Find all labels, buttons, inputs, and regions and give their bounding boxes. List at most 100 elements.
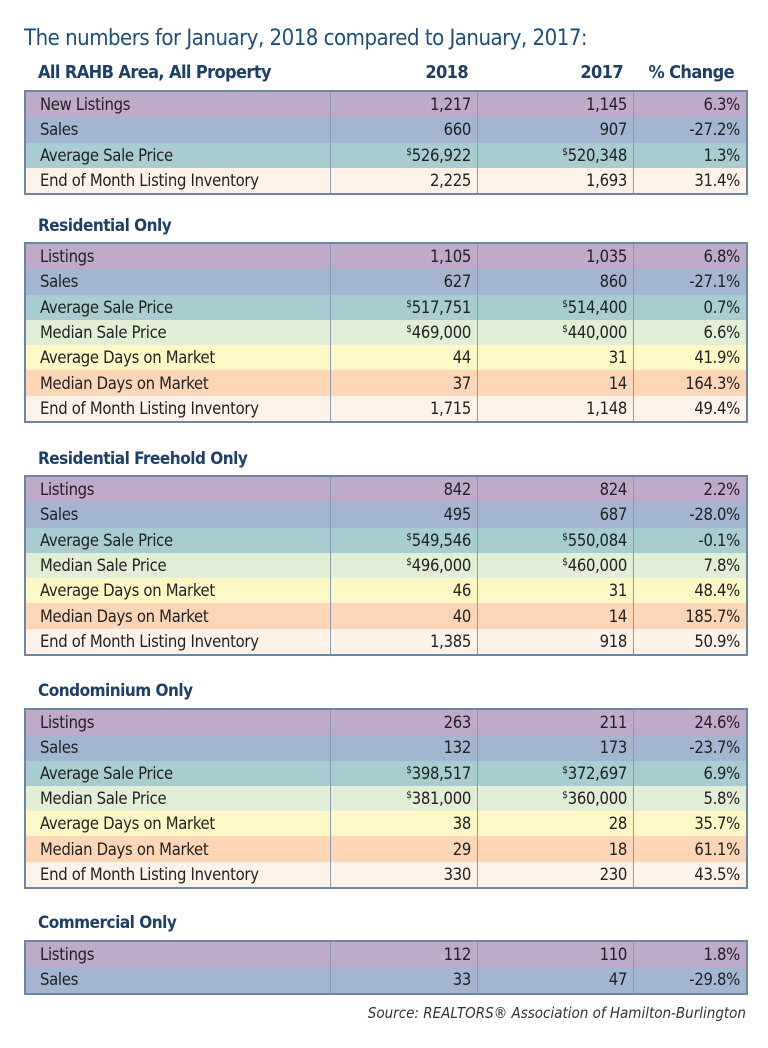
- cell-text: Average Days on Market: [40, 348, 215, 368]
- cell-text: Average Sale Price: [40, 297, 173, 317]
- percent-change: 35.7%: [633, 811, 747, 837]
- value-2017: 687: [477, 502, 634, 528]
- metric-label: Median Days on Market: [25, 370, 331, 395]
- cell-text: 1,035: [586, 247, 627, 267]
- cell-text: -27.1%: [689, 272, 740, 292]
- cell-text: 6.8%: [703, 247, 740, 267]
- value-2018: 842: [330, 476, 478, 503]
- currency-symbol: $: [406, 531, 412, 543]
- metric-label: Median Sale Price: [25, 786, 331, 811]
- cell-text: 31.4%: [694, 171, 740, 191]
- value-2017: 1,148: [477, 395, 634, 423]
- percent-change: -27.2%: [633, 117, 747, 143]
- value-2018: $469,000: [330, 319, 478, 346]
- metric-label: Median Days on Market: [25, 836, 331, 861]
- cell-text: 460,000: [567, 556, 628, 576]
- value-2018: 330: [330, 861, 478, 889]
- currency-symbol: $: [406, 298, 412, 310]
- currency-symbol: $: [406, 324, 412, 336]
- cell-text: 860: [599, 272, 628, 292]
- value-2017: $550,084: [477, 527, 634, 553]
- metric-label: Average Days on Market: [25, 345, 331, 370]
- cell-text: 211: [599, 713, 628, 733]
- cell-text: 173: [599, 738, 628, 758]
- stats-table: Listings 263 211 24.6% Sales 132 173 -23.7% Aver…: [24, 708, 748, 890]
- value-2017: 1,145: [477, 91, 634, 118]
- stats-table: Listings 842 824 2.2% Sales 495 687 -28.0% Avera…: [24, 475, 748, 657]
- metric-label: Listings: [25, 941, 331, 967]
- cell-text: Median Sale Price: [40, 556, 167, 576]
- cell-text: 520,348: [567, 145, 628, 165]
- value-2017: 230: [477, 861, 634, 889]
- cell-text: 495: [443, 505, 472, 525]
- currency-symbol: $: [562, 531, 568, 543]
- percent-change: 6.9%: [633, 760, 747, 786]
- currency-symbol: $: [406, 557, 412, 569]
- cell-text: Median Days on Market: [40, 606, 209, 626]
- percent-change: 50.9%: [633, 628, 747, 656]
- value-2018: 1,105: [330, 243, 478, 270]
- percent-change: 48.4%: [633, 578, 747, 604]
- table-row: Sales 495 687 -28.0%: [25, 502, 747, 528]
- stats-table: Listings 112 110 1.8% Sales 33 47 -29.8%: [24, 940, 748, 995]
- cell-text: 230: [599, 864, 628, 884]
- value-2018: $398,517: [330, 760, 478, 786]
- value-2017: $360,000: [477, 785, 634, 812]
- cell-text: 41.9%: [694, 348, 740, 368]
- cell-text: 6.6%: [703, 323, 740, 343]
- value-2017: 173: [477, 735, 634, 761]
- metric-label: Average Sale Price: [25, 143, 331, 168]
- table-row: Median Sale Price $496,000 $460,000 7.8%: [25, 552, 747, 579]
- cell-text: 1,105: [430, 247, 471, 267]
- page-title: The numbers for January, 2018 compared t…: [24, 26, 588, 51]
- table-row: Median Days on Market 40 14 185.7%: [25, 603, 747, 629]
- metric-label: Median Sale Price: [25, 553, 331, 578]
- cell-text: Average Sale Price: [40, 145, 173, 165]
- metric-label: End of Month Listing Inventory: [25, 629, 331, 655]
- table-row: Median Sale Price $381,000 $360,000 5.8%: [25, 785, 747, 812]
- source-note: Source: REALTORS® Association of Hamilto…: [367, 1004, 746, 1022]
- value-2018: 2,225: [330, 167, 478, 195]
- value-2018: 40: [330, 603, 478, 629]
- cell-text: 627: [443, 272, 472, 292]
- cell-text: -0.1%: [698, 530, 740, 550]
- currency-symbol: $: [562, 764, 568, 776]
- cell-text: 2.2%: [703, 480, 740, 500]
- cell-text: -23.7%: [689, 738, 740, 758]
- table-row: Average Sale Price $517,751 $514,400 0.7%: [25, 294, 747, 320]
- value-2018: 46: [330, 578, 478, 604]
- value-2017: 14: [477, 603, 634, 629]
- value-2017: 47: [477, 967, 634, 994]
- cell-text: 907: [599, 120, 628, 140]
- cell-text: 28: [608, 814, 628, 834]
- table-row: End of Month Listing Inventory 2,225 1,693…: [25, 167, 747, 195]
- change-header: % Change: [648, 62, 734, 83]
- percent-change: 1.3%: [633, 142, 747, 168]
- currency-symbol: $: [562, 298, 568, 310]
- cell-text: 263: [443, 713, 472, 733]
- cell-text: 132: [443, 738, 472, 758]
- value-2017: $460,000: [477, 552, 634, 579]
- value-2017: 110: [477, 941, 634, 968]
- cell-text: -27.2%: [689, 120, 740, 140]
- metric-label: Average Days on Market: [25, 811, 331, 836]
- col-2017-header: 2017: [580, 62, 623, 83]
- cell-text: 6.3%: [703, 95, 740, 115]
- cell-text: End of Month Listing Inventory: [40, 398, 259, 418]
- value-2018: 37: [330, 370, 478, 396]
- percent-change: 7.8%: [633, 552, 747, 579]
- cell-text: Listings: [40, 247, 95, 267]
- cell-text: 37: [452, 373, 472, 393]
- cell-text: -29.8%: [689, 970, 740, 990]
- currency-symbol: $: [406, 790, 412, 802]
- cell-text: 38: [452, 814, 472, 834]
- cell-text: 550,084: [567, 530, 628, 550]
- cell-text: 6.9%: [703, 763, 740, 783]
- cell-text: Sales: [40, 120, 79, 140]
- metric-label: Sales: [25, 967, 331, 993]
- cell-text: 110: [599, 945, 628, 965]
- metric-label: Listings: [25, 476, 331, 502]
- table-row: Median Days on Market 29 18 61.1%: [25, 836, 747, 862]
- cell-text: 918: [599, 631, 628, 651]
- value-2018: $526,922: [330, 142, 478, 168]
